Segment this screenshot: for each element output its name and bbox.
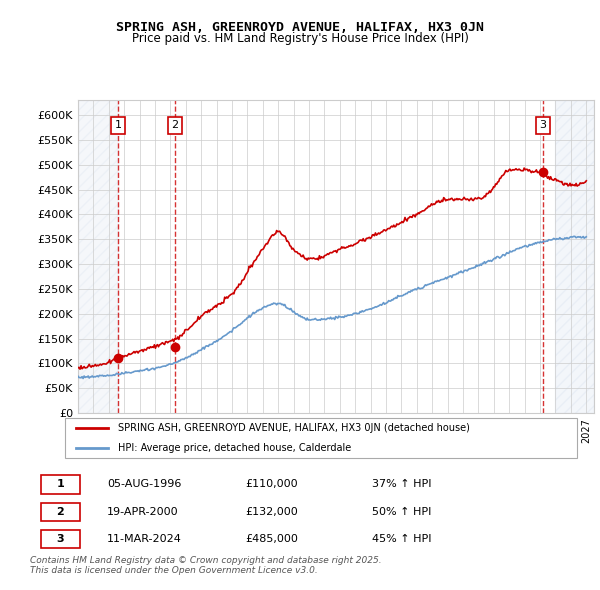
Text: 37% ↑ HPI: 37% ↑ HPI <box>372 480 432 489</box>
Text: Price paid vs. HM Land Registry's House Price Index (HPI): Price paid vs. HM Land Registry's House … <box>131 32 469 45</box>
Text: 2: 2 <box>56 507 64 517</box>
Text: 50% ↑ HPI: 50% ↑ HPI <box>372 507 431 517</box>
Text: £110,000: £110,000 <box>245 480 298 489</box>
Text: Contains HM Land Registry data © Crown copyright and database right 2025.
This d: Contains HM Land Registry data © Crown c… <box>30 556 382 575</box>
Text: 3: 3 <box>539 120 547 130</box>
Text: 11-MAR-2024: 11-MAR-2024 <box>107 535 182 544</box>
Text: £485,000: £485,000 <box>245 535 298 544</box>
FancyBboxPatch shape <box>41 476 80 493</box>
Bar <box>556 100 594 413</box>
Text: SPRING ASH, GREENROYD AVENUE, HALIFAX, HX3 0JN: SPRING ASH, GREENROYD AVENUE, HALIFAX, H… <box>116 21 484 34</box>
Text: SPRING ASH, GREENROYD AVENUE, HALIFAX, HX3 0JN (detached house): SPRING ASH, GREENROYD AVENUE, HALIFAX, H… <box>118 424 470 433</box>
Text: 2: 2 <box>172 120 179 130</box>
Text: 1: 1 <box>56 480 64 489</box>
FancyBboxPatch shape <box>41 530 80 549</box>
Text: 19-APR-2000: 19-APR-2000 <box>107 507 179 517</box>
Text: £132,000: £132,000 <box>245 507 298 517</box>
Text: 05-AUG-1996: 05-AUG-1996 <box>107 480 182 489</box>
Text: 45% ↑ HPI: 45% ↑ HPI <box>372 535 432 544</box>
FancyBboxPatch shape <box>41 503 80 521</box>
Text: HPI: Average price, detached house, Calderdale: HPI: Average price, detached house, Cald… <box>118 443 352 453</box>
Text: 1: 1 <box>115 120 121 130</box>
Bar <box>78 100 118 413</box>
FancyBboxPatch shape <box>65 418 577 458</box>
Text: 3: 3 <box>56 535 64 544</box>
